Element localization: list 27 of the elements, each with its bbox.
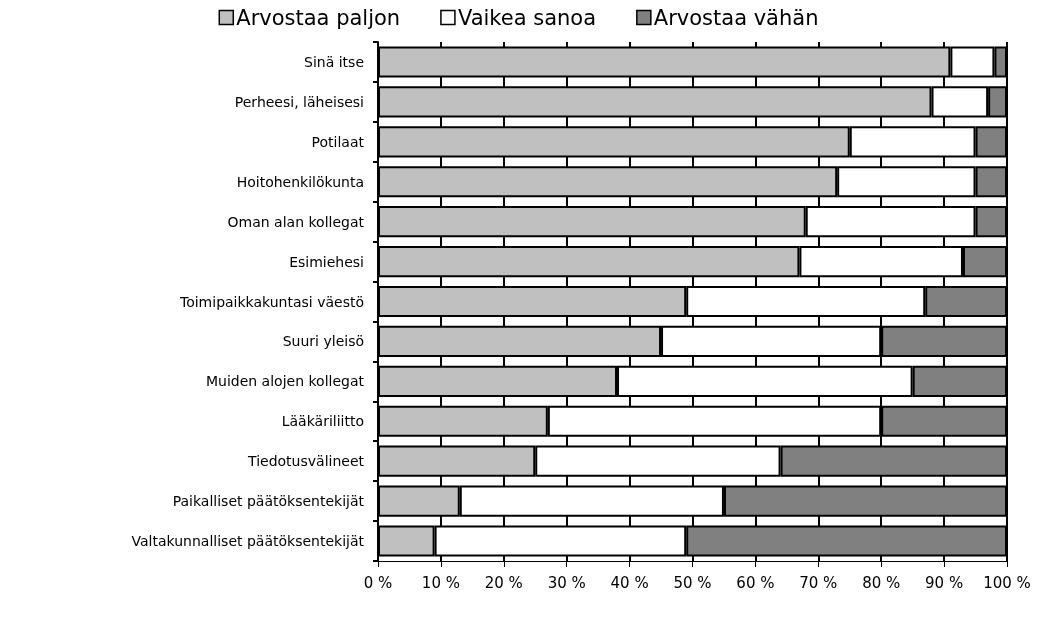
x-tick-label: 50 %: [673, 573, 712, 592]
x-tick-label: 40 %: [610, 573, 649, 592]
y-tick-label: Valtakunnalliset päätöksentekijät: [131, 533, 365, 550]
legend-label: Arvostaa paljon: [236, 5, 401, 30]
y-tick-label: Toimipaikkakuntasi väestö: [178, 293, 364, 310]
y-tick-label: Paikalliset päätöksentekijät: [172, 493, 365, 510]
legend-label: Arvostaa vähän: [653, 5, 819, 30]
x-tick-label: 80 %: [862, 573, 901, 592]
y-tick-label: Perheesi, läheisesi: [234, 93, 364, 110]
y-tick-label: Suuri yleisö: [282, 333, 364, 350]
x-tick-label: 30 %: [547, 573, 586, 592]
y-tick-label: Sinä itse: [304, 53, 364, 70]
x-tick-label: 90 %: [925, 573, 964, 592]
y-tick-label: Potilaat: [311, 133, 365, 150]
x-tick-label: 100 %: [983, 573, 1031, 592]
x-tick-label: 70 %: [799, 573, 838, 592]
legend-label: Vaikea sanoa: [457, 5, 597, 30]
x-tick-label: 60 %: [736, 573, 775, 592]
y-tick-label: Oman alan kollegat: [227, 213, 365, 230]
y-tick-label: Tiedotusvälineet: [247, 453, 365, 470]
y-tick-label: Lääkäriliitto: [281, 413, 364, 430]
y-tick-label: Muiden alojen kollegat: [205, 373, 365, 390]
x-tick-label: 10 %: [421, 573, 460, 592]
x-tick-label: 20 %: [484, 573, 523, 592]
y-tick-label: Hoitohenkilökunta: [236, 173, 364, 190]
y-tick-label: Esimiehesi: [289, 253, 364, 270]
x-tick-label: 0 %: [363, 573, 393, 592]
